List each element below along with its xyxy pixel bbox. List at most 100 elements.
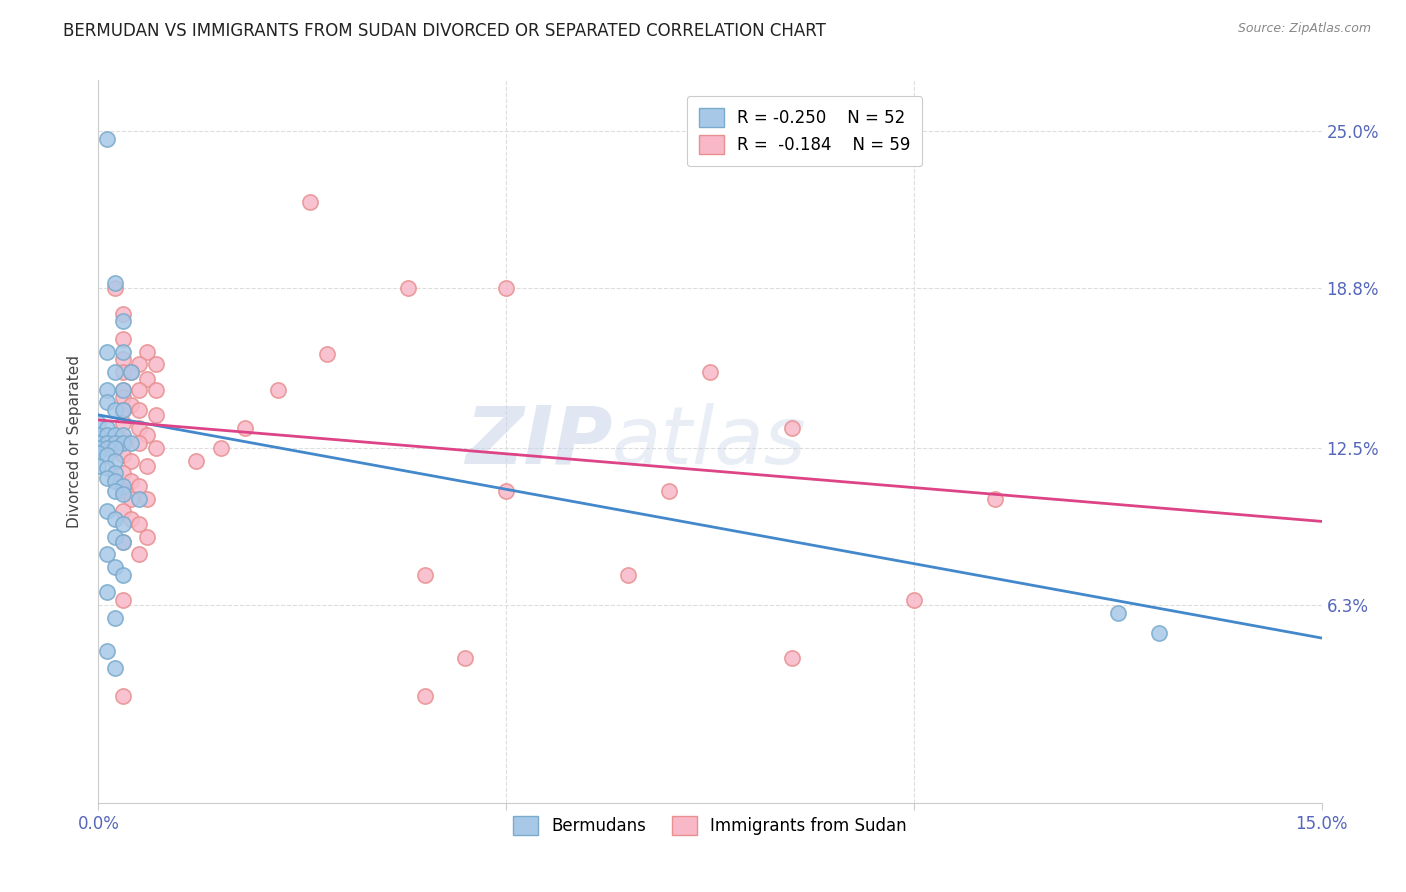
Point <box>209 441 232 455</box>
Point <box>111 416 134 430</box>
Point <box>96 383 118 397</box>
Point <box>104 435 127 450</box>
Point <box>1107 606 1129 620</box>
Point <box>111 516 134 531</box>
Point <box>128 547 150 561</box>
Point <box>104 512 127 526</box>
Point <box>145 441 167 455</box>
Point <box>136 344 159 359</box>
Point <box>120 398 142 412</box>
Point <box>1147 626 1170 640</box>
Point <box>87 441 110 455</box>
Text: ZIP: ZIP <box>465 402 612 481</box>
Point <box>120 365 142 379</box>
Point <box>96 435 118 450</box>
Point <box>128 491 150 506</box>
Point <box>111 534 134 549</box>
Point <box>658 483 681 498</box>
Point <box>104 428 127 442</box>
Point <box>87 428 110 442</box>
Point <box>120 435 142 450</box>
Point <box>413 690 436 704</box>
Point <box>96 395 118 409</box>
Point <box>120 365 142 379</box>
Point <box>96 344 118 359</box>
Point <box>111 306 134 320</box>
Point <box>104 560 127 574</box>
Point <box>104 281 127 295</box>
Point <box>111 402 134 417</box>
Point <box>96 449 118 463</box>
Point <box>87 435 110 450</box>
Point <box>87 458 110 473</box>
Legend: Bermudans, Immigrants from Sudan: Bermudans, Immigrants from Sudan <box>503 805 917 845</box>
Point <box>96 131 118 145</box>
Point <box>111 365 134 379</box>
Point <box>111 383 134 397</box>
Point <box>104 611 127 625</box>
Point <box>104 474 127 488</box>
Point <box>111 690 134 704</box>
Point <box>96 428 118 442</box>
Text: Source: ZipAtlas.com: Source: ZipAtlas.com <box>1237 22 1371 36</box>
Point <box>111 383 134 397</box>
Point <box>87 446 110 460</box>
Point <box>104 402 127 417</box>
Point <box>111 428 134 442</box>
Point <box>111 467 134 481</box>
Point <box>96 504 118 518</box>
Point <box>267 383 290 397</box>
Point <box>111 435 134 450</box>
Point <box>120 474 142 488</box>
Point <box>111 434 134 448</box>
Point <box>111 390 134 404</box>
Text: BERMUDAN VS IMMIGRANTS FROM SUDAN DIVORCED OR SEPARATED CORRELATION CHART: BERMUDAN VS IMMIGRANTS FROM SUDAN DIVORC… <box>63 22 827 40</box>
Point <box>984 491 1007 506</box>
Point <box>903 593 925 607</box>
Y-axis label: Divorced or Separated: Divorced or Separated <box>67 355 83 528</box>
Point <box>233 420 256 434</box>
Point <box>104 453 127 467</box>
Point <box>111 449 134 463</box>
Point <box>111 593 134 607</box>
Point <box>145 408 167 422</box>
Point <box>120 453 142 467</box>
Point <box>128 357 150 371</box>
Point <box>111 479 134 493</box>
Point <box>111 486 134 500</box>
Point <box>495 483 517 498</box>
Point <box>111 332 134 346</box>
Point <box>87 416 110 430</box>
Point <box>104 530 127 544</box>
Point <box>780 651 803 665</box>
Point <box>136 491 159 506</box>
Point <box>136 372 159 386</box>
Point <box>111 314 134 328</box>
Point <box>120 491 142 506</box>
Text: atlas: atlas <box>612 402 807 481</box>
Point <box>186 453 208 467</box>
Point <box>136 530 159 544</box>
Point <box>111 402 134 417</box>
Point <box>96 461 118 475</box>
Point <box>96 585 118 599</box>
Point <box>699 365 721 379</box>
Point <box>128 479 150 493</box>
Point <box>96 471 118 485</box>
Point <box>111 344 134 359</box>
Point <box>111 534 134 549</box>
Point <box>111 504 134 518</box>
Point <box>315 347 337 361</box>
Point <box>104 467 127 481</box>
Point <box>111 567 134 582</box>
Point <box>128 435 150 450</box>
Point <box>111 483 134 498</box>
Point <box>104 365 127 379</box>
Point <box>96 420 118 434</box>
Point <box>128 420 150 434</box>
Point <box>128 383 150 397</box>
Point <box>396 281 419 295</box>
Point <box>120 512 142 526</box>
Point <box>136 428 159 442</box>
Point <box>96 643 118 657</box>
